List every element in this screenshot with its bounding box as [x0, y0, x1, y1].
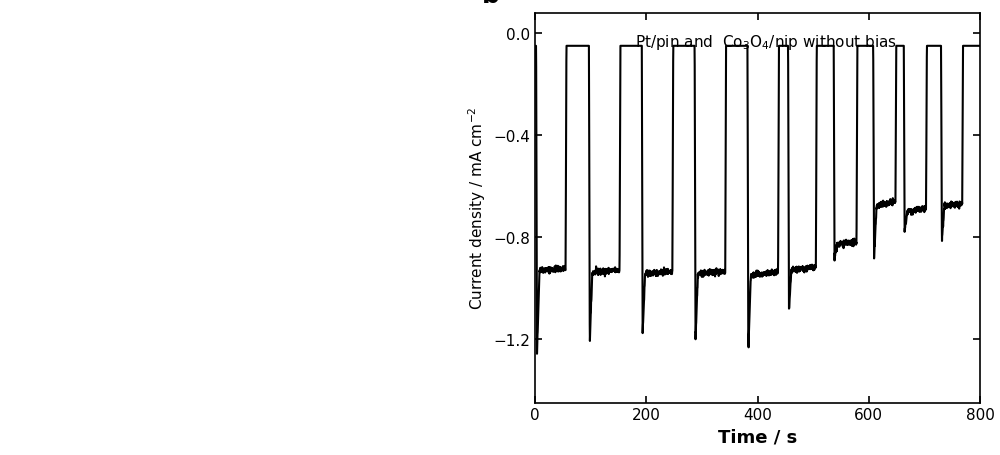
Text: b: b	[482, 0, 499, 8]
Y-axis label: Current density / mA cm$^{-2}$: Current density / mA cm$^{-2}$	[466, 106, 488, 310]
Text: Pt/pin and  Co$_3$O$_4$/nip without bias: Pt/pin and Co$_3$O$_4$/nip without bias	[635, 33, 897, 52]
X-axis label: Time / s: Time / s	[718, 428, 797, 446]
Text: a: a	[20, 18, 37, 42]
